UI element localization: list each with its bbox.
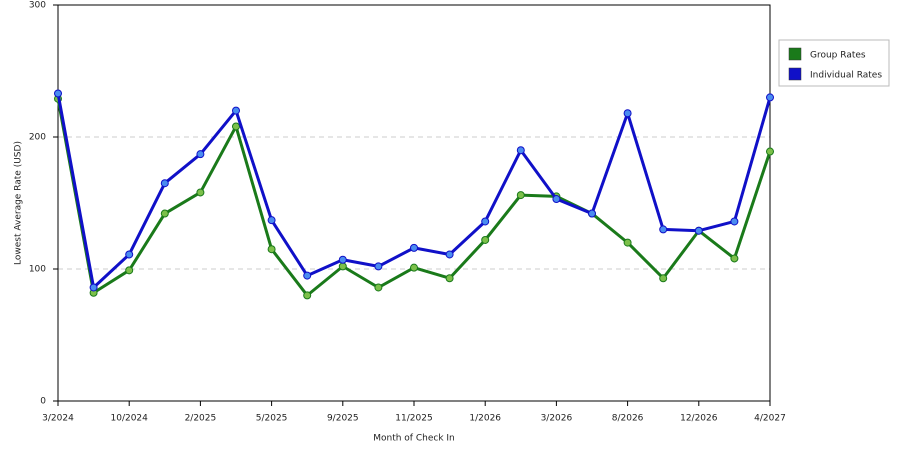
plot-frame	[57, 4, 771, 402]
x-tick-label: 5/2025	[256, 414, 288, 424]
x-tick-label: 2/2025	[185, 414, 217, 424]
legend-label: Individual Rates	[810, 71, 882, 81]
point	[160, 179, 169, 188]
legend-label: Group Rates	[810, 51, 866, 61]
point	[267, 216, 276, 225]
y-tick-label: 0	[40, 397, 46, 407]
point	[338, 255, 347, 264]
point	[410, 243, 418, 252]
point	[196, 188, 205, 197]
point	[445, 250, 454, 259]
point	[659, 225, 668, 234]
point	[160, 209, 169, 218]
point	[552, 195, 561, 204]
x-tick-label: 12/2026	[680, 414, 718, 424]
y-tick-label: 200	[29, 133, 46, 143]
legend-swatch	[788, 47, 802, 61]
point	[481, 235, 490, 244]
x-tick-label: 8/2026	[612, 414, 644, 424]
point	[516, 146, 525, 155]
point	[374, 283, 383, 292]
point	[516, 191, 525, 200]
point	[659, 274, 668, 283]
x-tick-label: 11/2025	[395, 414, 432, 424]
x-tick-label: 3/2026	[541, 414, 573, 424]
point	[410, 263, 418, 272]
point	[303, 291, 312, 300]
point	[588, 209, 596, 218]
point	[125, 250, 134, 259]
point	[125, 266, 134, 275]
point	[623, 238, 632, 247]
point	[730, 254, 739, 263]
point	[89, 283, 98, 292]
y-axis-label: Lowest Average Rate (USD)	[14, 141, 24, 265]
point	[623, 109, 632, 118]
x-tick-label: 1/2026	[469, 414, 501, 424]
series-line	[56, 93, 772, 289]
point	[694, 226, 703, 235]
x-tick-label: 9/2025	[327, 414, 359, 424]
x-tick-label: 3/2024	[42, 414, 74, 424]
point	[196, 150, 205, 159]
y-tick-label: 100	[29, 265, 46, 275]
legend-swatch	[788, 67, 802, 81]
point	[445, 274, 454, 283]
point	[730, 217, 739, 226]
point	[267, 245, 276, 254]
point	[338, 262, 347, 271]
point	[303, 271, 312, 280]
x-axis-label: Month of Check In	[373, 434, 455, 444]
point	[54, 89, 62, 98]
x-tick-label: 4/2027	[754, 414, 786, 424]
point	[232, 122, 240, 131]
y-tick-label: 300	[29, 1, 46, 11]
point	[232, 106, 240, 115]
point	[374, 262, 383, 271]
point	[766, 93, 774, 102]
point	[481, 217, 490, 226]
point	[766, 147, 774, 156]
x-tick-label: 10/2024	[111, 414, 149, 424]
